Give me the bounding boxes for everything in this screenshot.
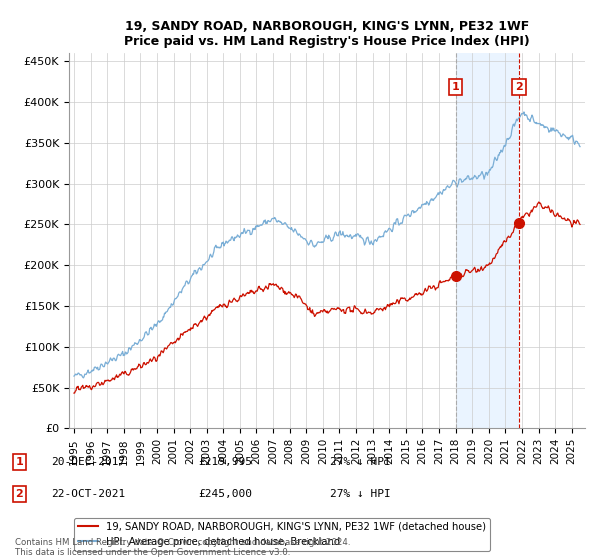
- Text: 1: 1: [452, 82, 460, 92]
- Text: 27% ↓ HPI: 27% ↓ HPI: [330, 489, 391, 499]
- Text: 2: 2: [515, 82, 523, 92]
- Text: £219,995: £219,995: [198, 457, 252, 467]
- Text: 2: 2: [16, 489, 23, 499]
- Legend: 19, SANDY ROAD, NARBOROUGH, KING'S LYNN, PE32 1WF (detached house), HPI: Average: 19, SANDY ROAD, NARBOROUGH, KING'S LYNN,…: [74, 518, 490, 551]
- Text: 20-DEC-2017: 20-DEC-2017: [51, 457, 125, 467]
- Text: 1: 1: [16, 457, 23, 467]
- Title: 19, SANDY ROAD, NARBOROUGH, KING'S LYNN, PE32 1WF
Price paid vs. HM Land Registr: 19, SANDY ROAD, NARBOROUGH, KING'S LYNN,…: [124, 20, 530, 48]
- Text: £245,000: £245,000: [198, 489, 252, 499]
- Text: Contains HM Land Registry data © Crown copyright and database right 2024.
This d: Contains HM Land Registry data © Crown c…: [15, 538, 350, 557]
- Bar: [455, 53, 519, 428]
- Text: 27% ↓ HPI: 27% ↓ HPI: [330, 457, 391, 467]
- Text: 22-OCT-2021: 22-OCT-2021: [51, 489, 125, 499]
